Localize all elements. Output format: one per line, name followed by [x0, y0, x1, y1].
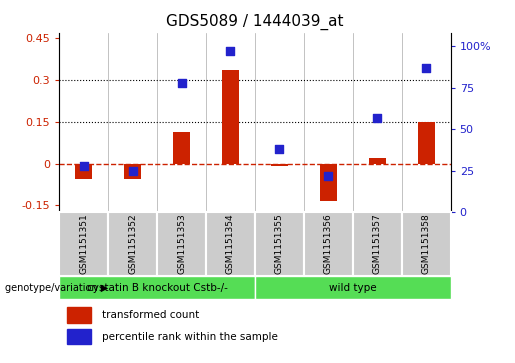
Bar — [59, 276, 255, 299]
Point — [324, 173, 333, 179]
Text: GSM1151356: GSM1151356 — [324, 214, 333, 274]
Point — [79, 163, 88, 169]
Text: cystatin B knockout Cstb-/-: cystatin B knockout Cstb-/- — [87, 283, 228, 293]
Bar — [320, 164, 337, 201]
Bar — [124, 164, 141, 179]
Bar — [271, 164, 288, 166]
Bar — [402, 212, 451, 276]
Bar — [255, 212, 304, 276]
Bar — [59, 212, 108, 276]
Bar — [67, 329, 91, 344]
Point — [275, 146, 283, 152]
Text: GSM1151358: GSM1151358 — [422, 214, 431, 274]
Bar — [369, 158, 386, 164]
Bar — [255, 276, 451, 299]
Text: wild type: wild type — [329, 283, 376, 293]
Text: GSM1151353: GSM1151353 — [177, 214, 186, 274]
Point — [422, 65, 430, 70]
Bar — [418, 122, 435, 164]
Bar — [222, 70, 239, 164]
Text: GSM1151355: GSM1151355 — [275, 214, 284, 274]
Bar — [67, 307, 91, 323]
Text: GSM1151352: GSM1151352 — [128, 214, 137, 274]
Text: transformed count: transformed count — [102, 310, 199, 320]
Text: GSM1151354: GSM1151354 — [226, 214, 235, 274]
Point — [129, 168, 137, 174]
Point — [373, 115, 381, 121]
Bar — [353, 212, 402, 276]
Point — [177, 80, 185, 86]
Title: GDS5089 / 1444039_at: GDS5089 / 1444039_at — [166, 14, 344, 30]
Bar — [75, 164, 92, 179]
Text: GSM1151357: GSM1151357 — [373, 214, 382, 274]
Bar — [157, 212, 206, 276]
Bar — [173, 131, 190, 164]
Bar — [108, 212, 157, 276]
Text: percentile rank within the sample: percentile rank within the sample — [102, 332, 278, 342]
Point — [226, 48, 234, 54]
Text: genotype/variation ▶: genotype/variation ▶ — [5, 283, 108, 293]
Bar — [206, 212, 255, 276]
Bar — [304, 212, 353, 276]
Text: GSM1151351: GSM1151351 — [79, 214, 88, 274]
